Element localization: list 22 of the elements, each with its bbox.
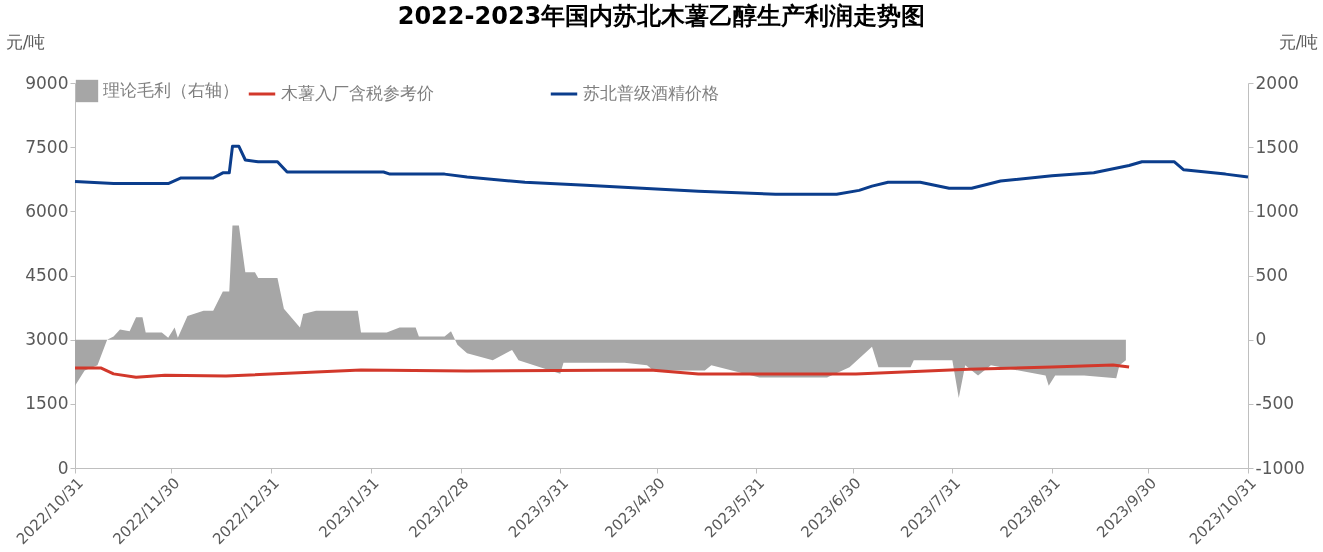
legend-label: 木薯入厂含税参考价	[281, 83, 434, 103]
chart-title: 2022-2023年国内苏北木薯乙醇生产利润走势图	[397, 2, 926, 30]
y2-axis-title: 元/吨	[1278, 31, 1319, 52]
legend-label: 苏北普级酒精价格	[583, 83, 719, 103]
y-tick-label: 6000	[25, 200, 69, 221]
y2-tick-label: -1000	[1255, 457, 1305, 478]
y-tick-label: 1500	[25, 393, 69, 414]
y-axis-title: 元/吨	[5, 31, 46, 52]
line-series	[73, 363, 1131, 379]
y-tick-label: 0	[57, 457, 69, 478]
line-series	[73, 144, 1250, 196]
y2-tick-label: 1500	[1255, 136, 1299, 157]
y2-tick-label: 0	[1255, 329, 1267, 350]
y2-tick-label: 2000	[1255, 72, 1299, 93]
y2-tick-label: -500	[1255, 393, 1295, 414]
y-tick-label: 9000	[25, 72, 69, 93]
y-tick-label: 7500	[25, 136, 69, 157]
y-tick-label: 4500	[25, 265, 69, 285]
legend-label: 理论毛利（右轴）	[103, 80, 239, 100]
y-tick-label: 3000	[25, 329, 69, 350]
y2-tick-label: 1000	[1255, 200, 1299, 221]
y2-tick-label: 500	[1255, 265, 1288, 285]
